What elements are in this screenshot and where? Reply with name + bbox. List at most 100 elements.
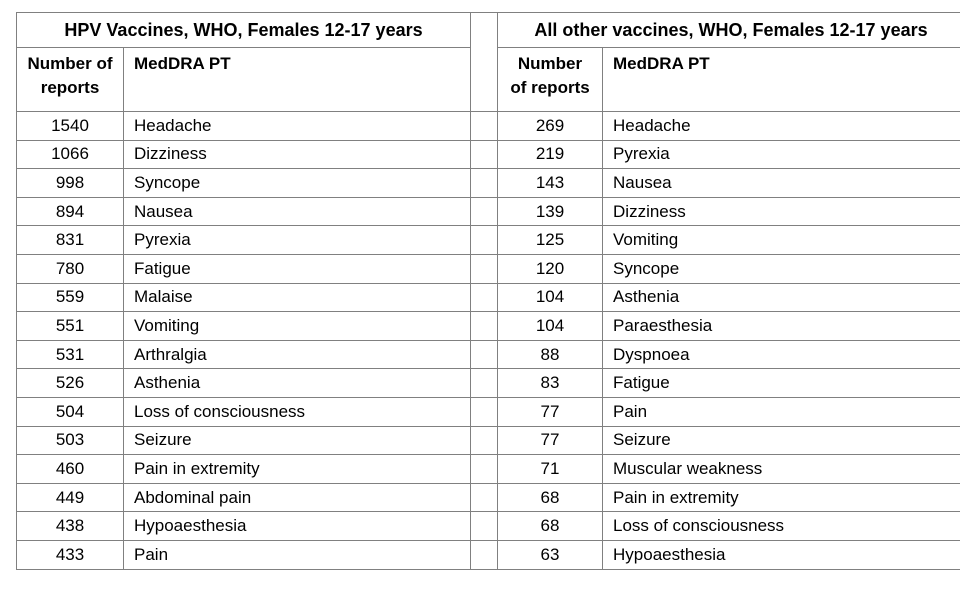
other-meddra-pt: Seizure bbox=[602, 425, 960, 456]
other-meddra-pt: Vomiting bbox=[602, 225, 960, 255]
hpv-report-count: 831 bbox=[16, 225, 124, 255]
other-report-count: 125 bbox=[497, 225, 604, 255]
other-count-header: Number of reports bbox=[497, 47, 604, 112]
other-report-count: 269 bbox=[497, 111, 604, 141]
other-report-count: 219 bbox=[497, 139, 604, 170]
table-row: 780 Fatigue 120 Syncope bbox=[16, 253, 960, 284]
hpv-report-count: 438 bbox=[16, 511, 124, 541]
table-row: 504 Loss of consciousness 77 Pain bbox=[16, 396, 960, 427]
other-meddra-pt: Pain bbox=[602, 396, 960, 427]
spacer-cell bbox=[470, 482, 499, 513]
hpv-report-count: 1066 bbox=[16, 139, 124, 170]
spacer-cell bbox=[470, 196, 499, 227]
hpv-report-count: 1540 bbox=[16, 111, 124, 141]
other-report-count: 143 bbox=[497, 168, 604, 198]
hpv-meddra-pt: Dizziness bbox=[122, 139, 472, 170]
table-row: 998 Syncope 143 Nausea bbox=[16, 168, 960, 198]
spacer-cell bbox=[470, 311, 499, 341]
hpv-report-count: 531 bbox=[16, 339, 124, 370]
hpv-pt-header: MedDRA PT bbox=[122, 47, 472, 112]
other-report-count: 77 bbox=[497, 425, 604, 456]
hpv-count-header: Number of reports bbox=[16, 47, 124, 112]
other-meddra-pt: Headache bbox=[602, 111, 960, 141]
hpv-meddra-pt: Seizure bbox=[122, 425, 472, 456]
hpv-report-count: 503 bbox=[16, 425, 124, 456]
hpv-report-count: 526 bbox=[16, 368, 124, 398]
other-report-count: 77 bbox=[497, 396, 604, 427]
spacer-cell bbox=[470, 539, 499, 570]
other-report-count: 120 bbox=[497, 253, 604, 284]
hpv-meddra-pt: Nausea bbox=[122, 196, 472, 227]
table-row: 460 Pain in extremity 71 Muscular weakness bbox=[16, 454, 960, 484]
spacer-cell bbox=[470, 168, 499, 198]
hpv-report-count: 449 bbox=[16, 482, 124, 513]
adverse-events-table: HPV Vaccines, WHO, Females 12-17 years A… bbox=[15, 12, 960, 570]
hpv-meddra-pt: Vomiting bbox=[122, 311, 472, 341]
hpv-report-count: 894 bbox=[16, 196, 124, 227]
table-row: 433 Pain 63 Hypoaesthesia bbox=[16, 539, 960, 570]
other-report-count: 68 bbox=[497, 511, 604, 541]
other-meddra-pt: Dyspnoea bbox=[602, 339, 960, 370]
spacer-cell bbox=[470, 396, 499, 427]
hpv-report-count: 780 bbox=[16, 253, 124, 284]
hpv-meddra-pt: Syncope bbox=[122, 168, 472, 198]
hpv-meddra-pt: Arthralgia bbox=[122, 339, 472, 370]
hpv-meddra-pt: Headache bbox=[122, 111, 472, 141]
table-row: 894 Nausea 139 Dizziness bbox=[16, 196, 960, 227]
other-report-count: 104 bbox=[497, 311, 604, 341]
other-meddra-pt: Pyrexia bbox=[602, 139, 960, 170]
hpv-meddra-pt: Loss of consciousness bbox=[122, 396, 472, 427]
other-meddra-pt: Hypoaesthesia bbox=[602, 539, 960, 570]
hpv-report-count: 460 bbox=[16, 454, 124, 484]
other-meddra-pt: Pain in extremity bbox=[602, 482, 960, 513]
spacer-cell bbox=[470, 225, 499, 255]
other-report-count: 68 bbox=[497, 482, 604, 513]
hpv-report-count: 559 bbox=[16, 282, 124, 313]
other-meddra-pt: Syncope bbox=[602, 253, 960, 284]
table-row: 559 Malaise 104 Asthenia bbox=[16, 282, 960, 313]
spacer-cell bbox=[470, 139, 499, 170]
table-row: 526 Asthenia 83 Fatigue bbox=[16, 368, 960, 398]
spacer-cell bbox=[470, 368, 499, 398]
spacer-cell bbox=[470, 111, 499, 141]
table-row: 551 Vomiting 104 Paraesthesia bbox=[16, 311, 960, 341]
other-meddra-pt: Fatigue bbox=[602, 368, 960, 398]
other-meddra-pt: Dizziness bbox=[602, 196, 960, 227]
hpv-meddra-pt: Asthenia bbox=[122, 368, 472, 398]
other-meddra-pt: Paraesthesia bbox=[602, 311, 960, 341]
hpv-meddra-pt: Pain bbox=[122, 539, 472, 570]
spacer-cell bbox=[470, 282, 499, 313]
other-report-count: 71 bbox=[497, 454, 604, 484]
other-report-count: 63 bbox=[497, 539, 604, 570]
other-report-count: 83 bbox=[497, 368, 604, 398]
spacer-cell bbox=[470, 425, 499, 456]
other-report-count: 88 bbox=[497, 339, 604, 370]
other-table-title: All other vaccines, WHO, Females 12-17 y… bbox=[497, 12, 960, 48]
table-row: 1066 Dizziness 219 Pyrexia bbox=[16, 139, 960, 170]
table-row: 1540 Headache 269 Headache bbox=[16, 111, 960, 141]
hpv-meddra-pt: Fatigue bbox=[122, 253, 472, 284]
hpv-meddra-pt: Abdominal pain bbox=[122, 482, 472, 513]
hpv-report-count: 504 bbox=[16, 396, 124, 427]
other-report-count: 139 bbox=[497, 196, 604, 227]
other-meddra-pt: Muscular weakness bbox=[602, 454, 960, 484]
hpv-report-count: 433 bbox=[16, 539, 124, 570]
hpv-report-count: 551 bbox=[16, 311, 124, 341]
other-meddra-pt: Asthenia bbox=[602, 282, 960, 313]
hpv-meddra-pt: Pain in extremity bbox=[122, 454, 472, 484]
table-row: 503 Seizure 77 Seizure bbox=[16, 425, 960, 456]
table-row: 531 Arthralgia 88 Dyspnoea bbox=[16, 339, 960, 370]
hpv-meddra-pt: Malaise bbox=[122, 282, 472, 313]
other-pt-header: MedDRA PT bbox=[602, 47, 960, 112]
spacer-column bbox=[470, 12, 499, 112]
spacer-cell bbox=[470, 253, 499, 284]
other-report-count: 104 bbox=[497, 282, 604, 313]
spacer-cell bbox=[470, 511, 499, 541]
hpv-meddra-pt: Hypoaesthesia bbox=[122, 511, 472, 541]
table-row: 438 Hypoaesthesia 68 Loss of consciousness bbox=[16, 511, 960, 541]
hpv-meddra-pt: Pyrexia bbox=[122, 225, 472, 255]
hpv-table-title: HPV Vaccines, WHO, Females 12-17 years bbox=[15, 12, 472, 48]
table-row: 831 Pyrexia 125 Vomiting bbox=[16, 225, 960, 255]
hpv-report-count: 998 bbox=[16, 168, 124, 198]
table-row: 449 Abdominal pain 68 Pain in extremity bbox=[16, 482, 960, 513]
